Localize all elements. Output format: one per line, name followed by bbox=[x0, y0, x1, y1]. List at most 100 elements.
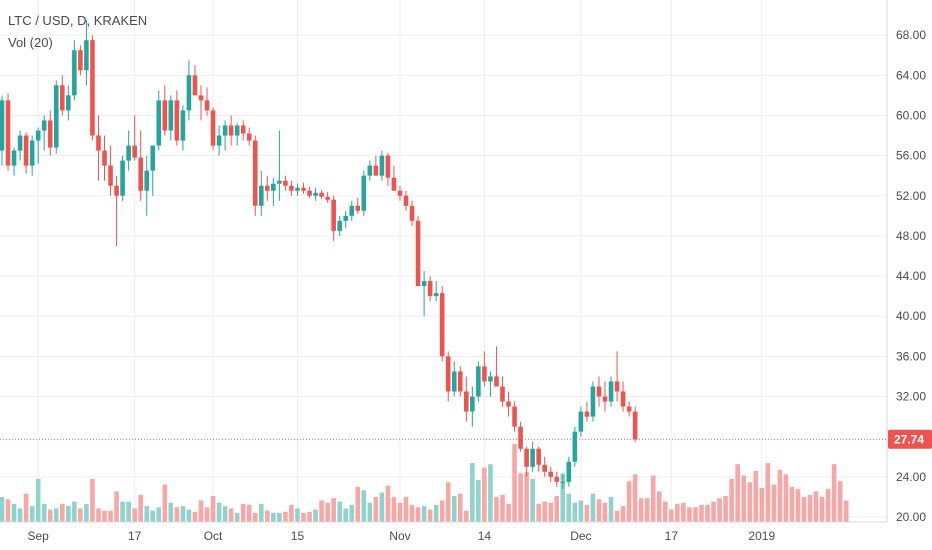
candle-body[interactable] bbox=[252, 140, 258, 206]
candle-body[interactable] bbox=[421, 281, 427, 287]
candle-body[interactable] bbox=[108, 165, 113, 186]
symbol-title[interactable]: LTC / USD, D, KRAKEN bbox=[8, 13, 148, 28]
candle-body[interactable] bbox=[5, 100, 11, 166]
candle-body[interactable] bbox=[524, 448, 529, 467]
candle-body[interactable] bbox=[439, 293, 445, 357]
candle-body[interactable] bbox=[355, 205, 361, 211]
candle-body[interactable] bbox=[258, 185, 264, 206]
candle-body[interactable] bbox=[271, 183, 276, 191]
candle-body[interactable] bbox=[343, 215, 349, 221]
candle-body[interactable] bbox=[234, 125, 240, 136]
candle-body[interactable] bbox=[451, 371, 457, 392]
candle-body[interactable] bbox=[337, 220, 342, 231]
candle-body[interactable] bbox=[536, 448, 541, 465]
candle-body[interactable] bbox=[445, 356, 451, 392]
candle-body[interactable] bbox=[373, 165, 379, 176]
candle-body[interactable] bbox=[433, 293, 439, 297]
candle-body[interactable] bbox=[391, 177, 397, 191]
candle-body[interactable] bbox=[216, 135, 222, 146]
candle-body[interactable] bbox=[84, 40, 89, 71]
candle-body[interactable] bbox=[476, 366, 481, 397]
candle-body[interactable] bbox=[174, 100, 180, 141]
candle-body[interactable] bbox=[403, 195, 409, 206]
candle-body[interactable] bbox=[186, 75, 192, 111]
candle-body[interactable] bbox=[180, 110, 186, 141]
candle-body[interactable] bbox=[60, 85, 65, 111]
candle-body[interactable] bbox=[361, 175, 367, 211]
candle-body[interactable] bbox=[283, 180, 288, 186]
candle-body[interactable] bbox=[144, 170, 150, 191]
candle-body[interactable] bbox=[289, 185, 294, 191]
candle-body[interactable] bbox=[277, 180, 282, 184]
candle-body[interactable] bbox=[72, 50, 77, 96]
candle-body[interactable] bbox=[210, 110, 216, 146]
candle-body[interactable] bbox=[494, 376, 499, 387]
candle-body[interactable] bbox=[367, 165, 373, 176]
candle-body[interactable] bbox=[168, 100, 174, 131]
candle-body[interactable] bbox=[596, 386, 602, 397]
candle-body[interactable] bbox=[385, 155, 391, 178]
candle-body[interactable] bbox=[572, 431, 578, 462]
candle-body[interactable] bbox=[554, 476, 560, 482]
candle-body[interactable] bbox=[150, 145, 156, 171]
candle-body[interactable] bbox=[265, 185, 270, 191]
candle-body[interactable] bbox=[457, 371, 463, 392]
candle-body[interactable] bbox=[126, 145, 131, 161]
candle-body[interactable] bbox=[608, 381, 614, 402]
candle-body[interactable] bbox=[11, 150, 17, 166]
candle-body[interactable] bbox=[228, 125, 234, 136]
candle-body[interactable] bbox=[614, 381, 620, 392]
candle-body[interactable] bbox=[120, 160, 125, 196]
candle-body[interactable] bbox=[53, 85, 59, 148]
candle-body[interactable] bbox=[90, 40, 95, 136]
candle-body[interactable] bbox=[47, 120, 53, 148]
candle-body[interactable] bbox=[138, 157, 143, 191]
candle-body[interactable] bbox=[222, 125, 228, 136]
candle-body[interactable] bbox=[35, 130, 41, 141]
candle-body[interactable] bbox=[427, 281, 433, 297]
candle-body[interactable] bbox=[78, 50, 83, 71]
candle-body[interactable] bbox=[96, 135, 101, 151]
candle-body[interactable] bbox=[240, 125, 246, 134]
candle-body[interactable] bbox=[512, 406, 517, 427]
candle-body[interactable] bbox=[590, 386, 596, 417]
candle-body[interactable] bbox=[542, 464, 547, 472]
candle-body[interactable] bbox=[114, 185, 119, 196]
candle-body[interactable] bbox=[620, 391, 626, 407]
candle-body[interactable] bbox=[295, 187, 300, 191]
candle-body[interactable] bbox=[379, 155, 385, 176]
candle-body[interactable] bbox=[518, 426, 523, 449]
candle-body[interactable] bbox=[464, 391, 469, 412]
candle-body[interactable] bbox=[415, 220, 421, 287]
candle-body[interactable] bbox=[349, 205, 355, 216]
candle-body[interactable] bbox=[602, 396, 608, 402]
candle-body[interactable] bbox=[626, 406, 632, 412]
candle-body[interactable] bbox=[560, 481, 566, 483]
candle-body[interactable] bbox=[632, 411, 638, 440]
candle-body[interactable] bbox=[162, 100, 168, 131]
candle-body[interactable] bbox=[0, 100, 5, 151]
candle-body[interactable] bbox=[307, 190, 312, 196]
candle-body[interactable] bbox=[397, 190, 403, 196]
candle-body[interactable] bbox=[29, 140, 35, 166]
candle-body[interactable] bbox=[17, 135, 23, 151]
candle-body[interactable] bbox=[198, 95, 204, 101]
candle-body[interactable] bbox=[204, 100, 210, 111]
candle-body[interactable] bbox=[566, 461, 572, 482]
candle-body[interactable] bbox=[156, 100, 162, 146]
candle-body[interactable] bbox=[578, 411, 584, 432]
candle-body[interactable] bbox=[23, 135, 29, 166]
candle-body[interactable] bbox=[584, 411, 590, 417]
candle-body[interactable] bbox=[132, 145, 137, 158]
candle-body[interactable] bbox=[301, 187, 306, 191]
candle-body[interactable] bbox=[192, 75, 198, 96]
candle-body[interactable] bbox=[41, 120, 47, 131]
candle-body[interactable] bbox=[409, 205, 415, 221]
candle-body[interactable] bbox=[319, 192, 324, 197]
candle-body[interactable] bbox=[102, 150, 107, 166]
candle-body[interactable] bbox=[313, 192, 318, 196]
candle-body[interactable] bbox=[470, 396, 475, 412]
candle-body[interactable] bbox=[246, 133, 252, 141]
candle-body[interactable] bbox=[325, 196, 330, 200]
